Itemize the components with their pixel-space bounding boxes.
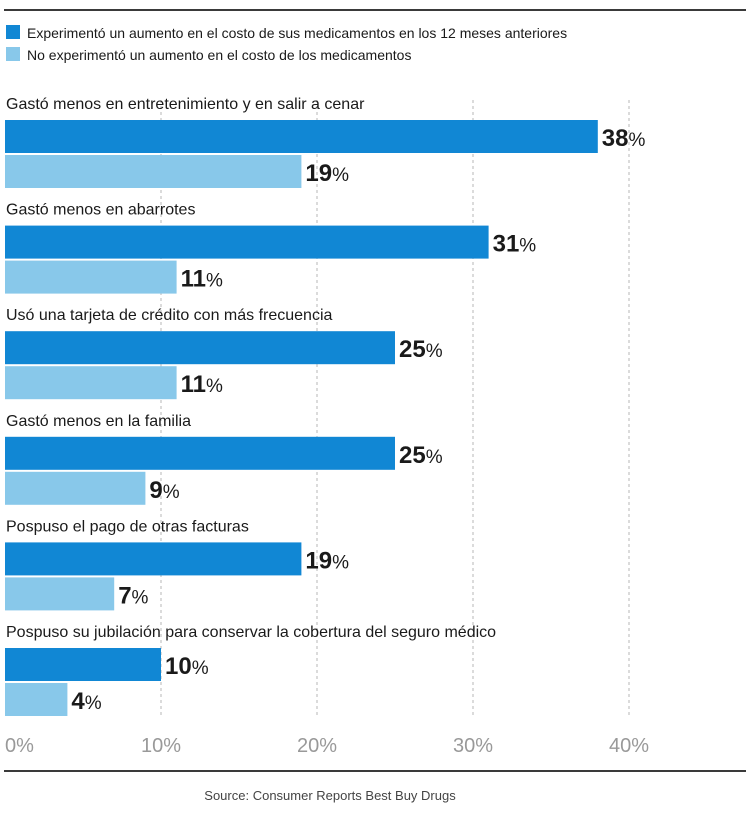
bar [5, 577, 115, 611]
bar [5, 225, 489, 259]
legend-swatch-series-2 [6, 47, 20, 61]
x-tick-label: 20% [297, 735, 337, 757]
category-label: Gastó menos en entretenimiento y en sali… [6, 96, 365, 113]
data-label: 31% [493, 231, 537, 258]
x-tick-label: 30% [453, 735, 493, 757]
data-label: 19% [305, 160, 349, 187]
x-tick-label: 0% [5, 735, 34, 757]
category-label: Pospuso el pago de otras facturas [6, 518, 249, 535]
bar [5, 471, 146, 505]
data-label: 4% [71, 688, 101, 715]
bar [5, 648, 161, 681]
bar [5, 436, 395, 470]
category-label: Gastó menos en la familia [6, 413, 191, 430]
legend-swatch-series-1 [6, 25, 20, 39]
bar [5, 155, 302, 188]
bar [5, 683, 68, 716]
category-label: Pospuso su jubilación para conservar la … [6, 624, 496, 641]
legend-label-series-1: Experimentó un aumento en el costo de su… [27, 25, 567, 41]
data-label: 19% [305, 547, 349, 574]
grid [160, 100, 630, 718]
data-label: 25% [399, 442, 443, 469]
source-note: Source: Consumer Reports Best Buy Drugs [204, 788, 456, 803]
data-label: 11% [181, 266, 223, 293]
x-tick-label: 40% [609, 735, 649, 757]
category-label: Gastó menos en abarrotes [6, 202, 195, 219]
x-tick-label: 10% [141, 735, 181, 757]
bar [5, 542, 302, 576]
bar [5, 260, 177, 294]
data-label: 25% [399, 336, 443, 363]
x-axis: 0% 10% 20% 30% 40% [5, 735, 649, 757]
bars: Gastó menos en entretenimiento y en sali… [5, 96, 646, 716]
data-label: 10% [165, 653, 209, 680]
bar [5, 331, 395, 365]
legend-label-series-2: No experimentó un aumento en el costo de… [27, 47, 411, 63]
data-label: 38% [602, 125, 646, 152]
bar [5, 366, 177, 400]
data-label: 9% [149, 477, 179, 504]
bar [5, 120, 598, 153]
data-label: 7% [118, 582, 148, 609]
category-label: Usó una tarjeta de crédito con más frecu… [6, 307, 333, 324]
data-label: 11% [181, 371, 223, 398]
